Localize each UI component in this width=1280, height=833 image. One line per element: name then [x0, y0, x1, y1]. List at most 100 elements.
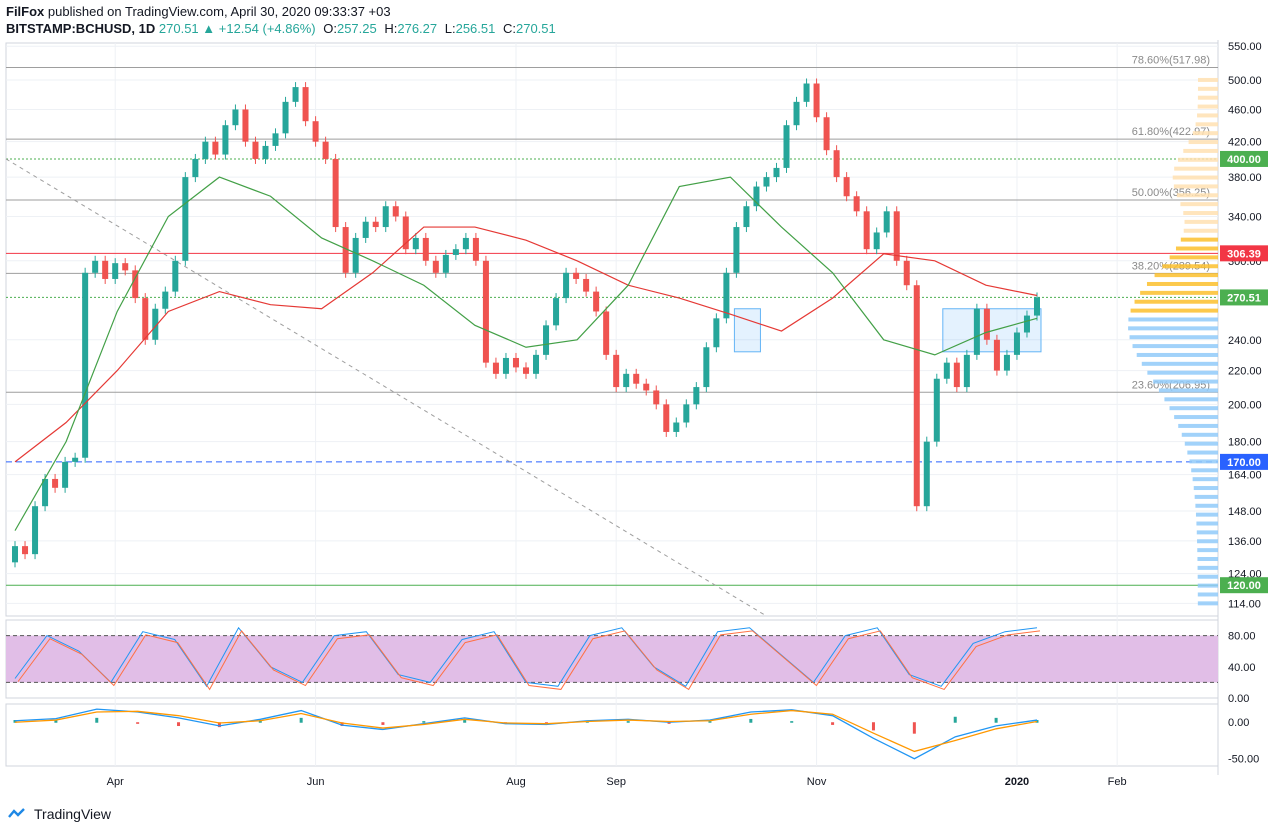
low-label: L: [444, 21, 456, 36]
price-tick-label: 550.00 [1228, 41, 1262, 53]
macd-histogram-bar [544, 722, 548, 724]
price-tick-label: 240.00 [1228, 335, 1262, 347]
macd-histogram-bar [1035, 720, 1039, 723]
volume-profile-bar [1172, 175, 1218, 180]
price-marker-badge [1220, 577, 1268, 594]
candle-body [723, 272, 730, 319]
price-marker-badge [1220, 453, 1268, 470]
price-tick-label: 180.00 [1228, 437, 1262, 449]
volume-profile-bar [1141, 361, 1218, 366]
macd-histogram-bar [299, 717, 303, 723]
candle-body [242, 109, 249, 142]
candle-body [583, 278, 590, 292]
candle-body [92, 260, 99, 273]
candle-body [62, 461, 69, 488]
candle-body [372, 221, 379, 228]
candle-body [853, 196, 860, 212]
macd-histogram-bar [381, 722, 385, 725]
candle-body [392, 206, 399, 217]
footer-brand[interactable]: TradingView [8, 806, 111, 822]
macd-pane [5, 703, 1219, 767]
candle-body [292, 87, 299, 102]
candle-body [753, 186, 760, 207]
candle-body [823, 117, 830, 151]
candle-body [813, 83, 820, 118]
candle-body [693, 387, 700, 405]
candle-body [282, 101, 289, 134]
candle-body [502, 357, 509, 374]
candle-body [923, 441, 930, 507]
macd-line [14, 708, 1038, 760]
moving-average-red [14, 226, 1038, 463]
stoch-d-line [17, 630, 1041, 691]
candle-body [22, 546, 29, 555]
volume-profile-bar [1193, 486, 1218, 491]
candle-body [72, 457, 79, 462]
volume-profile-bar [1140, 290, 1218, 295]
macd-histogram-bar [13, 720, 17, 723]
volume-profile-bar [1197, 86, 1218, 91]
stoch-band [6, 635, 1218, 683]
volume-profile-bar [1129, 335, 1218, 340]
price-chart[interactable]: AprJunAugSepNov2020FebAprJun550.00500.00… [0, 40, 1280, 802]
volume-profile-bar [1164, 397, 1218, 402]
volume-profile-bar [1154, 273, 1218, 278]
candle-body [512, 357, 519, 368]
macd-tick-label: 0.00 [1228, 717, 1249, 729]
candle-body [983, 308, 990, 340]
volume-profile-bar [1128, 317, 1218, 322]
price-marker-badge [1220, 245, 1268, 262]
macd-histogram-bar [912, 722, 916, 734]
volume-profile-bar [1187, 450, 1218, 455]
author-name[interactable]: FilFox [6, 4, 45, 19]
candle-body [332, 158, 339, 228]
candle-body [412, 237, 419, 250]
candle-body [973, 308, 980, 355]
volume-profile-bar [1178, 423, 1218, 428]
brand-label: TradingView [34, 806, 112, 822]
candle-body [42, 478, 49, 507]
macd-histogram-bar [177, 722, 181, 727]
price-tick-label: 220.00 [1228, 366, 1262, 378]
time-tick-label: Jun [307, 776, 325, 788]
volume-profile-bar [1188, 140, 1218, 145]
volume-profile-bar [1134, 299, 1218, 304]
volume-profile-bar [1197, 556, 1218, 561]
candle-body [52, 478, 59, 488]
candle-body [543, 325, 550, 355]
volume-profile-bar [1195, 122, 1218, 127]
macd-histogram-bar [749, 718, 753, 723]
last-price: 270.51 [158, 21, 199, 36]
candle-body [82, 272, 89, 458]
range-box [733, 308, 761, 353]
time-tick-label: Feb [1108, 776, 1127, 788]
candle-body [172, 260, 179, 292]
volume-profile-bar [1162, 264, 1218, 269]
candle-body [533, 354, 540, 374]
volume-profile-bar [1197, 565, 1218, 570]
volume-profile-bar [1192, 477, 1218, 482]
price-tick-label: 148.00 [1228, 506, 1262, 518]
fib-level-label: 78.60%(517.98) [1132, 54, 1210, 66]
candle-body [1023, 315, 1030, 333]
price-pane [5, 42, 1219, 617]
candle-body [943, 362, 950, 379]
candle-body [993, 339, 1000, 371]
candle-body [12, 546, 19, 563]
candle-body [893, 211, 900, 261]
price-tick-label: 420.00 [1228, 137, 1262, 149]
volume-profile-bar [1195, 512, 1218, 517]
macd-histogram-bar [422, 721, 426, 723]
candle-body [663, 404, 670, 432]
volume-profile-bar [1183, 228, 1218, 233]
macd-histogram-bar [871, 722, 875, 731]
volume-profile-bar [1181, 432, 1218, 437]
candle-body [162, 291, 169, 309]
close-value: 270.51 [515, 21, 556, 36]
stoch-tick-label: 80.00 [1228, 631, 1256, 643]
volume-profile-bar [1196, 530, 1218, 535]
candle-body [382, 206, 389, 228]
macd-histogram-bar [626, 721, 630, 723]
time-tick-label: 2020 [1005, 776, 1029, 788]
volume-profile-bar [1176, 193, 1218, 198]
